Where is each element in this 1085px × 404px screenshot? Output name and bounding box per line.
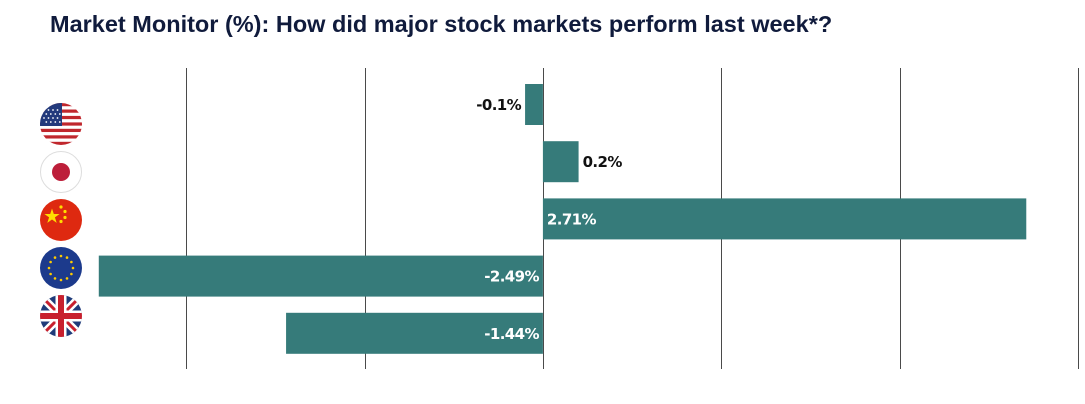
chart-title: Market Monitor (%): How did major stock …	[50, 11, 833, 37]
bars	[98, 84, 1027, 354]
bar-uk	[286, 312, 543, 354]
bar-label-japan: 0.2%	[583, 153, 623, 171]
bar-label-china: 2.71%	[547, 210, 597, 228]
flag-icons	[40, 103, 82, 337]
china-flag-icon	[40, 199, 82, 241]
uk-flag-icon	[40, 295, 82, 337]
japan-flag-icon	[40, 151, 82, 193]
bar-eurozone	[98, 255, 543, 297]
us-flag-icon	[40, 103, 82, 145]
bar-label-us: -0.1%	[476, 96, 521, 114]
bar-label-eurozone: -2.49%	[484, 268, 539, 286]
bar-labels: -0.1% 0.2% 2.71% -2.49% -1.44%	[476, 96, 623, 343]
bar-japan	[542, 141, 579, 183]
bar-china	[542, 198, 1027, 240]
bar-us	[525, 84, 543, 125]
bar-label-uk: -1.44%	[484, 325, 539, 343]
eu-flag-icon	[40, 247, 82, 289]
